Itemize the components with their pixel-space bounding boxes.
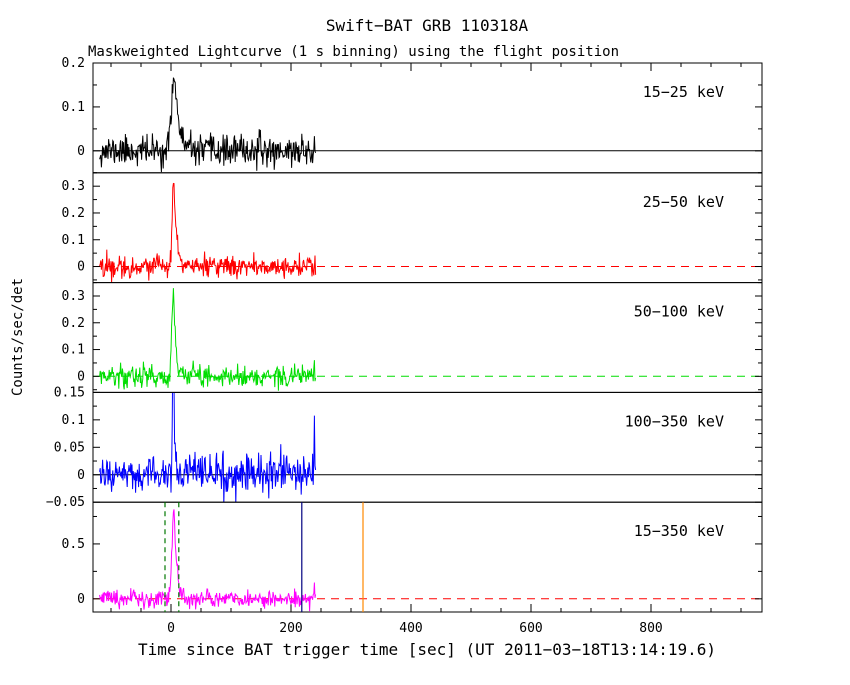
panel-frame [92,501,763,613]
y-tick-label: 0.1 [62,100,85,115]
y-tick-label: 0 [77,468,85,483]
y-tick-label: 0.3 [62,289,85,304]
panels-group: 0 200 400 600 800 0 0.1 0.2 15−25 keV 0 0.1 0.2 0.3 2… [46,56,763,636]
x-tick-label: 0 [167,621,175,636]
x-tick-label: 800 [639,621,662,636]
y-tick-label: 0.1 [62,343,85,358]
panel-frame [92,62,763,174]
x-tick-label: 200 [279,621,302,636]
y-tick-label: 0 [77,260,85,275]
series-line [99,182,317,283]
series-line [99,77,317,173]
x-axis-label: Time since BAT trigger time [sec] (UT 20… [138,640,716,659]
y-tick-label: 0.15 [54,385,85,400]
y-tick-label: 0.2 [62,56,85,71]
panel-label: 100−350 keV [625,412,724,430]
y-tick-label: 0.05 [54,440,85,455]
series-line [99,392,317,503]
y-tick-label: 0 [77,144,85,159]
y-tick-label: 0.1 [62,413,85,428]
panel-label: 50−100 keV [634,303,724,321]
y-tick-label: −0.05 [46,495,85,510]
y-tick-label: 0.3 [62,179,85,194]
y-tick-label: 0.2 [62,316,85,331]
y-tick-label: 0.5 [62,537,85,552]
series-line [99,288,317,391]
panel-frame [92,391,763,503]
chart-title: Swift−BAT GRB 110318A [326,16,529,35]
y-tick-label: 0.1 [62,233,85,248]
x-tick-label: 400 [399,621,422,636]
panel-label: 25−50 keV [643,193,724,211]
y-tick-label: 0 [77,369,85,384]
series-line [99,509,317,612]
chart-subtitle: Maskweighted Lightcurve (1 s binning) us… [88,44,619,60]
panel-label: 15−25 keV [643,83,724,101]
y-tick-label: 0.2 [62,206,85,221]
y-tick-label: 0 [77,592,85,607]
x-tick-label: 600 [519,621,542,636]
y-axis-label: Counts/sec/det [10,278,26,396]
panel-label: 15−350 keV [634,522,724,540]
